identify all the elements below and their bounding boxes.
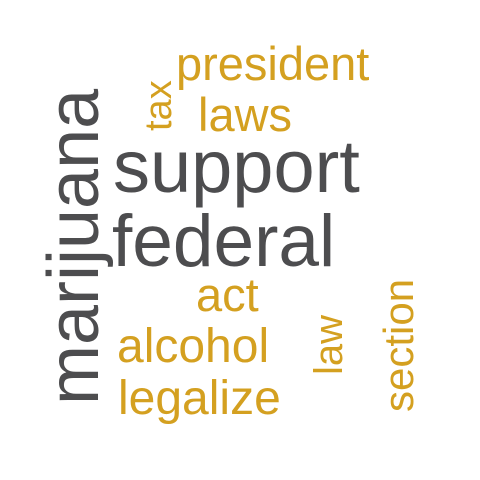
- word-alcohol: alcohol: [117, 320, 269, 373]
- word-marijuana: marijuana: [34, 88, 114, 405]
- word-law: law: [307, 315, 351, 375]
- word-president: president: [176, 37, 369, 90]
- word-federal: federal: [112, 201, 335, 282]
- word-act: act: [196, 268, 259, 321]
- word-legalize: legalize: [118, 372, 281, 425]
- word-laws: laws: [198, 88, 292, 141]
- word-support: support: [113, 125, 360, 208]
- word-section: section: [375, 279, 422, 412]
- word-tax: tax: [138, 80, 180, 131]
